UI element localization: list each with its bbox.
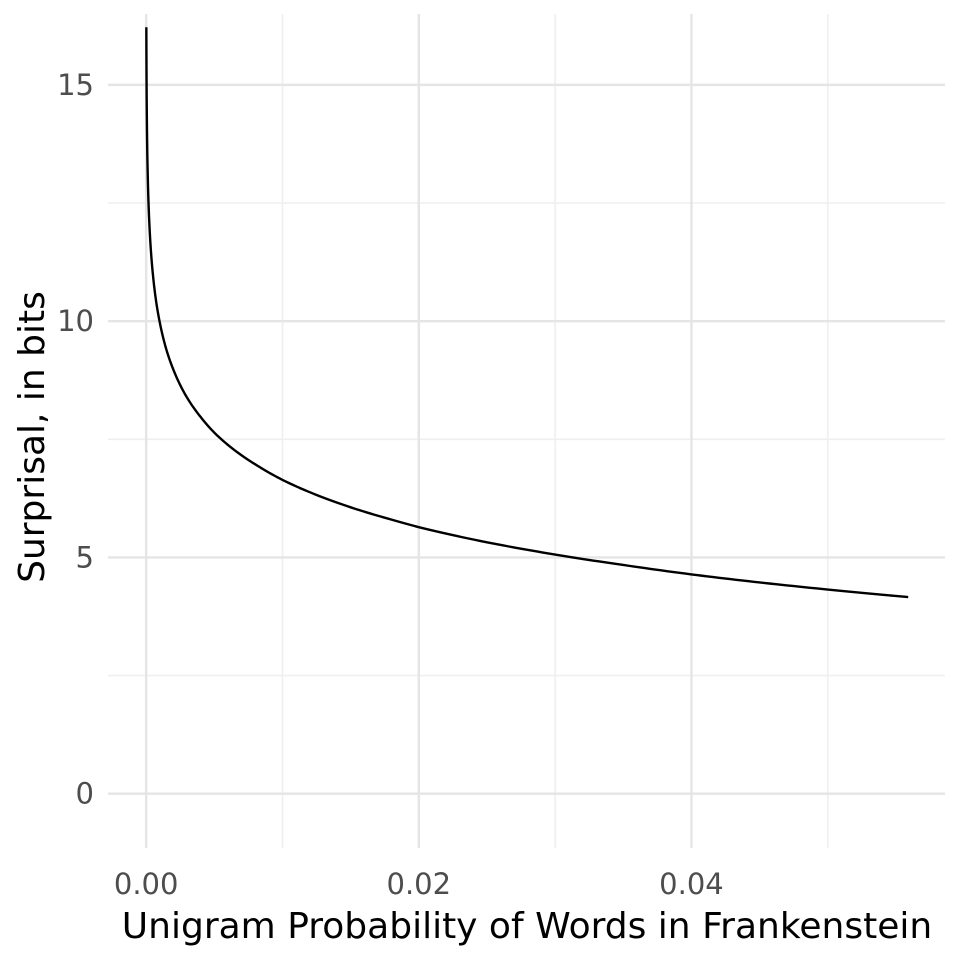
y-tick-label: 0 <box>76 777 94 811</box>
y-tick-label: 15 <box>57 68 94 102</box>
x-axis-title: Unigram Probability of Words in Frankens… <box>122 906 932 947</box>
surprisal-curve <box>145 27 909 599</box>
tick-labels: 0.00 0.02 0.04 0 5 10 15 <box>57 68 724 901</box>
y-axis-title: Surprisal, in bits <box>12 291 53 583</box>
x-tick-label: 0.02 <box>387 867 452 901</box>
series-layer <box>145 27 909 599</box>
grid <box>108 14 945 848</box>
x-tick-label: 0.00 <box>114 867 179 901</box>
y-tick-label: 5 <box>76 540 94 574</box>
y-tick-label: 10 <box>57 304 94 338</box>
x-tick-label: 0.04 <box>659 867 724 901</box>
